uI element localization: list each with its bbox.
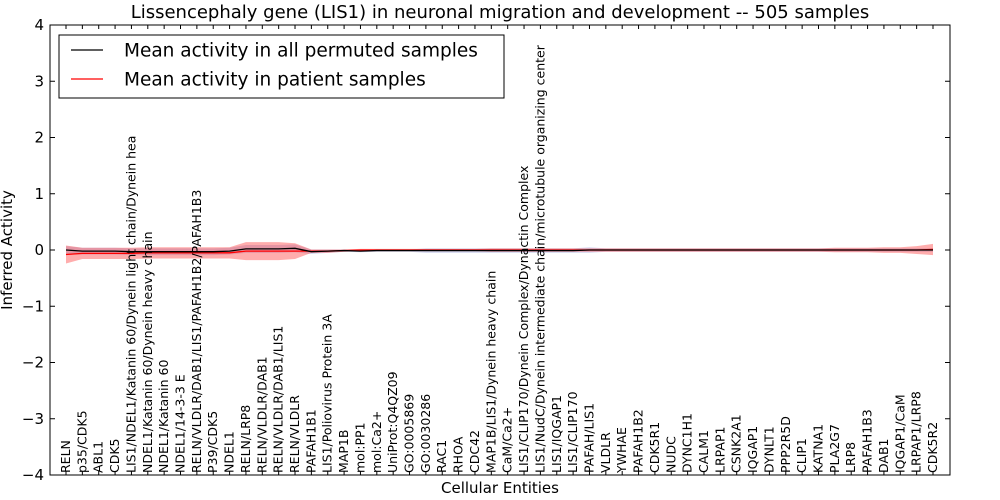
x-tick-label: RELN/VLDLR/DAB1/LIS1 bbox=[271, 326, 286, 473]
x-tick-label: KATNA1 bbox=[810, 424, 825, 473]
x-tick-label: UniProt:Q4QZ09 bbox=[385, 371, 400, 473]
x-tick-label: VLDLR bbox=[598, 432, 613, 473]
x-tick-label: DYNLT1 bbox=[761, 426, 776, 473]
series-band-2 bbox=[66, 242, 933, 264]
x-axis-title: Cellular Entities bbox=[441, 479, 559, 497]
x-tick-label: LRPAP1 bbox=[712, 427, 727, 473]
x-tick-label: RELN bbox=[58, 440, 73, 473]
x-tick-label: RAC1 bbox=[434, 440, 449, 473]
y-tick-label: 1 bbox=[34, 185, 44, 203]
series-lines bbox=[65, 247, 934, 256]
x-tick-label: MAP1B/LIS1/Dynein heavy chain bbox=[483, 271, 498, 473]
y-tick-label: −3 bbox=[22, 410, 44, 428]
x-tick-label: CDK5R2 bbox=[925, 422, 940, 473]
x-tick-label: P39/CDK5 bbox=[205, 411, 220, 473]
x-tick-label: CaM/Ca2+ bbox=[500, 407, 515, 473]
x-tick-label: NDEL1/Katanin 60/Dynein heavy chain bbox=[140, 231, 155, 473]
x-tick-label: ABL1 bbox=[91, 441, 106, 473]
x-tick-label: RELN/VLDLR bbox=[287, 395, 302, 473]
x-tick-label: RHOA bbox=[451, 436, 466, 473]
x-tick-label: IQGAP1/CaM bbox=[892, 394, 907, 473]
x-tick-label: IQGAP1 bbox=[745, 426, 760, 473]
x-tick-label: mol:PP1 bbox=[352, 422, 367, 473]
legend-label: Mean activity in patient samples bbox=[124, 70, 426, 91]
legend: Mean activity in all permuted samples Mea… bbox=[58, 34, 505, 99]
y-tick-label: −2 bbox=[22, 354, 44, 372]
x-tick-label: MAP1B bbox=[336, 430, 351, 473]
y-tick-label: −1 bbox=[22, 297, 44, 315]
x-tick-label: LIS1/CLIP170 bbox=[565, 391, 580, 473]
x-tick-label: NDEL1/Katanin 60 bbox=[156, 360, 171, 473]
x-tick-label: PLA2G7 bbox=[827, 424, 842, 473]
x-tick-label: CLIP1 bbox=[794, 438, 809, 473]
x-tick-label: GO:0005869 bbox=[402, 394, 417, 473]
y-tick-label: 3 bbox=[34, 72, 44, 90]
legend-box bbox=[58, 34, 505, 99]
x-tick-label: DYNC1H1 bbox=[680, 413, 695, 473]
axes: −4 −3 −2 −1 0 1 2 3 4 bbox=[22, 16, 951, 484]
x-tick-label: CDC42 bbox=[467, 430, 482, 473]
series-line-1 bbox=[65, 247, 933, 253]
x-tick-label: YWHAE bbox=[614, 427, 629, 474]
x-tick-label: GO:0030286 bbox=[418, 394, 433, 473]
x-tick-label: PPP2R5D bbox=[778, 416, 793, 473]
x-tick-label: LIS1/IQGAP1 bbox=[549, 395, 564, 473]
x-tick-label: LIS1/NudC/Dynein intermediate chain/micr… bbox=[532, 44, 547, 473]
x-tick-label: LRPAP1/LRP8 bbox=[909, 391, 924, 473]
x-tick-label: DAB1 bbox=[876, 439, 891, 474]
x-tick-label: p35/CDK5 bbox=[74, 410, 89, 473]
y-axis-title: Inferred Activity bbox=[0, 190, 16, 310]
y-tick-label: −4 bbox=[22, 466, 44, 484]
y-tick-label: 0 bbox=[34, 241, 44, 259]
x-tick-labels: RELN p35/CDK5 ABL1 CDK5 LIS1/NDEL1/Katanin 6… bbox=[58, 44, 940, 474]
x-tick-label: NDEL1 bbox=[222, 431, 237, 473]
x-tick-label: RELN/VLDLR/DAB1 bbox=[254, 356, 269, 473]
x-tick-label: LIS1/CLIP170/Dynein Complex/Dynactin Com… bbox=[516, 166, 531, 473]
x-tick-label: CALM1 bbox=[696, 430, 711, 473]
x-tick-label: PAFAH1B2 bbox=[631, 409, 646, 473]
x-tick-label: NUDC bbox=[663, 436, 678, 473]
x-tick-label: RELN/VLDLR/DAB1/LIS1/PAFAH1B2/PAFAH1B3 bbox=[189, 190, 204, 473]
x-tick-label: LIS1/Poliovirus Protein 3A bbox=[320, 314, 335, 473]
x-tick-label: PAFAH1B3 bbox=[860, 409, 875, 473]
y-tick-label: 2 bbox=[34, 129, 44, 147]
x-tick-label: CSNK2A1 bbox=[729, 414, 744, 473]
chart-title: Lissencephaly gene (LIS1) in neuronal mi… bbox=[131, 2, 870, 23]
y-tick-label: 4 bbox=[34, 16, 44, 34]
x-tick-label: mol:Ca2+ bbox=[369, 411, 384, 473]
x-tick-label: PAFAH/LIS1 bbox=[581, 403, 596, 473]
x-tick-label: CDK5 bbox=[107, 438, 122, 473]
x-tick-label: NDEL1/14-3-3 E bbox=[173, 374, 188, 473]
legend-label: Mean activity in all permuted samples bbox=[124, 41, 478, 62]
x-tick-label: LRP8 bbox=[843, 442, 858, 473]
x-tick-label: PAFAH1B1 bbox=[303, 409, 318, 473]
x-tick-label: CDK5R1 bbox=[647, 422, 662, 473]
x-tick-label: LIS1/NDEL1/Katanin 60/Dynein light chain… bbox=[123, 136, 138, 473]
x-tick-label: RELN/LRP8 bbox=[238, 405, 253, 473]
